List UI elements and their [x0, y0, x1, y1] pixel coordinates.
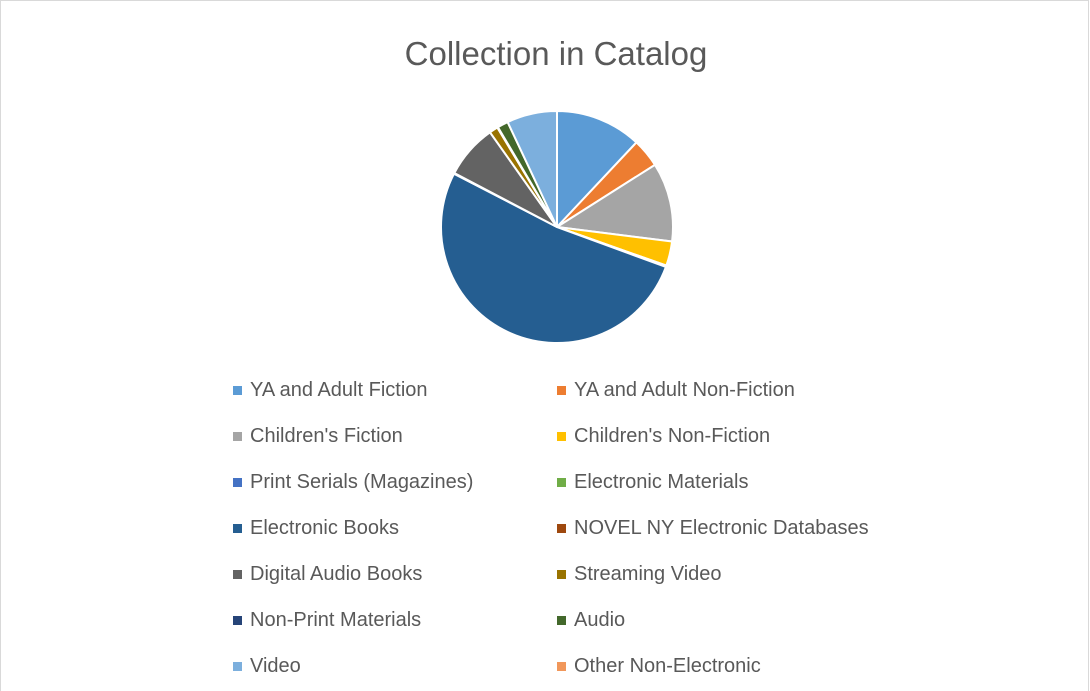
legend-item: Non-Print Materials	[233, 609, 421, 632]
legend-swatch	[233, 570, 242, 579]
legend-label: Print Serials (Magazines)	[250, 471, 474, 493]
pie-chart	[440, 109, 674, 344]
legend-label: Audio	[574, 609, 626, 631]
legend-label: YA and Adult Fiction	[250, 379, 428, 401]
legend-label: Video	[250, 655, 301, 677]
legend-swatch	[557, 570, 566, 579]
legend-swatch	[233, 386, 242, 395]
pie-slice-ya-and-adult-fiction	[556, 109, 638, 230]
legend-label: Electronic Materials	[574, 471, 749, 493]
legend-item: Audio	[557, 609, 625, 632]
chart-title: Collection in Catalog	[404, 35, 708, 72]
legend-label: Children's Non-Fiction	[574, 425, 771, 447]
legend-item: Streaming Video	[557, 563, 722, 586]
legend-item: YA and Adult Non-Fiction	[557, 379, 795, 402]
legend-item: Electronic Materials	[557, 471, 749, 494]
pie-slice-video	[506, 109, 558, 228]
legend-swatch	[557, 524, 566, 533]
legend-item: Other Non-Electronic	[557, 655, 761, 678]
legend-swatch	[233, 478, 242, 487]
legend-swatch	[557, 662, 566, 671]
legend-swatch	[557, 478, 566, 487]
legend-item: Print Serials (Magazines)	[233, 471, 473, 494]
pie-slice-electronic-books	[440, 172, 668, 344]
legend-label: YA and Adult Non-Fiction	[574, 379, 795, 401]
legend-item: Children's Non-Fiction	[557, 425, 770, 448]
legend-item: Electronic Books	[233, 517, 399, 540]
legend-item: NOVEL NY Electronic Databases	[557, 517, 869, 540]
legend-swatch	[233, 662, 242, 671]
legend-swatch	[557, 616, 566, 625]
legend-label: Other Non-Electronic	[574, 655, 761, 677]
legend-label: Streaming Video	[574, 563, 722, 585]
legend-label: Digital Audio Books	[250, 563, 423, 585]
legend-swatch	[233, 524, 242, 533]
legend-item: Digital Audio Books	[233, 563, 422, 586]
legend-item: YA and Adult Fiction	[233, 379, 428, 402]
legend-item: Children's Fiction	[233, 425, 403, 448]
legend-label: Children's Fiction	[250, 425, 403, 447]
legend-label: NOVEL NY Electronic Databases	[574, 517, 869, 539]
pie-slice-children-s-fiction	[554, 163, 674, 243]
legend-swatch	[557, 386, 566, 395]
legend-item: Video	[233, 655, 301, 678]
legend-label: Non-Print Materials	[250, 609, 422, 631]
legend-swatch	[557, 432, 566, 441]
legend-swatch	[233, 616, 242, 625]
legend-swatch	[233, 432, 242, 441]
legend-label: Electronic Books	[250, 517, 399, 539]
